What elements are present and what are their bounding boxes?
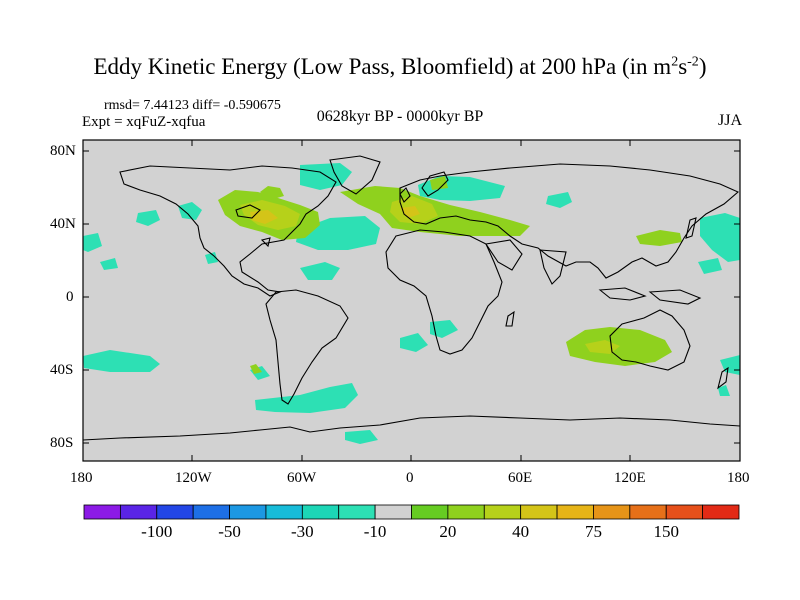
colorbar-swatch <box>411 504 449 520</box>
colorbar-swatch <box>192 504 230 520</box>
colorbar-swatch <box>265 504 303 520</box>
lat-label-80n: 80N <box>50 143 76 159</box>
colorbar-swatch <box>629 504 667 520</box>
colorbar-swatch <box>338 504 376 520</box>
colorbar-label: -10 <box>363 522 387 541</box>
colorbar-label: 20 <box>439 522 457 541</box>
lon-label-120w: 120W <box>175 470 212 486</box>
colorbar-swatch <box>556 504 594 520</box>
colorbar-swatch <box>483 504 522 520</box>
colorbar-swatch <box>156 504 194 520</box>
colorbar-label: -100 <box>141 522 173 541</box>
lat-label-40n: 40N <box>50 216 76 232</box>
colorbar-label: -50 <box>218 522 241 541</box>
colorbar-swatch <box>447 504 485 520</box>
colorbar-label: 75 <box>584 522 602 541</box>
lon-label-60e: 60E <box>508 470 533 486</box>
period-label: 0628kyr BP - 0000kyr BP <box>316 108 484 125</box>
lon-label-180w: 180 <box>70 470 93 486</box>
colorbar-label: 40 <box>512 522 530 541</box>
colorbar-swatch <box>301 504 340 520</box>
colorbar-label: 150 <box>653 522 679 541</box>
lat-label-eq: 0 <box>66 289 74 305</box>
experiment-label: Expt = xqFuZ-xqfua <box>82 114 206 130</box>
colorbar-swatch <box>665 504 704 520</box>
colorbar-swatch <box>520 504 558 520</box>
lon-label-60w: 60W <box>287 470 317 486</box>
colorbar-swatch <box>374 504 412 520</box>
colorbar-swatch <box>702 504 740 520</box>
lon-label-0: 0 <box>406 470 414 486</box>
plot-title: Eddy Kinetic Energy (Low Pass, Bloomfiel… <box>93 54 707 79</box>
axis-ticks <box>83 140 740 461</box>
map-background <box>83 140 740 461</box>
colorbar-label: -30 <box>290 522 314 541</box>
stats-rmsd: rmsd= 7.44123 diff= -0.590675 <box>104 98 281 113</box>
colorbar-swatch <box>119 504 158 520</box>
colorbar <box>83 504 740 520</box>
colorbar-swatch <box>229 504 267 520</box>
colorbar-swatch <box>593 504 631 520</box>
lon-label-180e: 180 <box>727 470 750 486</box>
coastlines <box>83 155 740 441</box>
lat-label-40s: 40S <box>50 362 74 378</box>
lon-label-120e: 120E <box>614 470 646 486</box>
lat-label-80s: 80S <box>50 435 74 451</box>
colorbar-swatch <box>83 504 121 520</box>
season-label: JJA <box>717 112 742 129</box>
